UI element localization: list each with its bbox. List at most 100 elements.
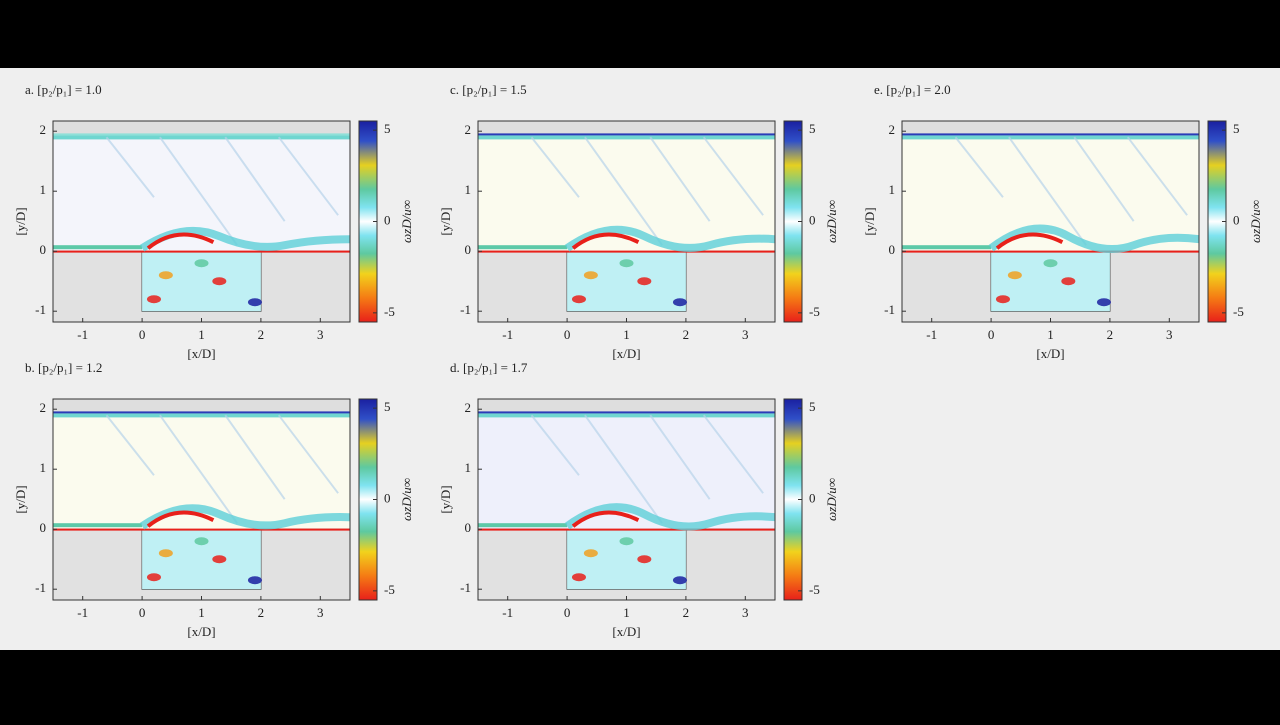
x-tick-label: 3 <box>317 327 324 342</box>
y-axis-label: [y/D] <box>438 207 453 235</box>
colorbar-tick-label: 5 <box>1233 121 1240 136</box>
vortex-blob <box>247 298 262 307</box>
y-axis-label: [y/D] <box>438 485 453 513</box>
x-axis-label: [x/D] <box>187 624 215 639</box>
colorbar-tick-label: -5 <box>809 304 820 319</box>
x-tick-label: 0 <box>988 327 995 342</box>
shock-line <box>159 414 238 524</box>
vortex-blob <box>619 259 634 268</box>
flow-field <box>53 399 350 600</box>
vortex-blob <box>158 549 173 558</box>
vortex-red <box>571 232 640 250</box>
shear-layer <box>478 245 568 250</box>
shock-line <box>702 414 764 494</box>
vortex-blob <box>1061 277 1076 286</box>
colorbar-tick-label: 5 <box>809 121 816 136</box>
colorbar-tick-label: 0 <box>384 490 391 505</box>
top-shear <box>53 413 350 418</box>
x-tick-label: 3 <box>1166 327 1173 342</box>
panel-label: a. [p₂/p₁] = 1.0 <box>25 82 102 97</box>
x-tick-label: 2 <box>1107 327 1114 342</box>
shock-line <box>1073 136 1135 222</box>
x-tick-label: 0 <box>564 605 571 620</box>
shock-line <box>159 136 238 246</box>
vortex-blob <box>637 555 652 564</box>
y-tick-label: -1 <box>35 580 46 595</box>
colorbar-tick-label: 5 <box>384 399 391 414</box>
colorbar-tick-label: 0 <box>1233 212 1240 227</box>
y-tick-label: -1 <box>460 302 471 317</box>
flow-field <box>53 121 350 322</box>
x-tick-label: 3 <box>317 605 324 620</box>
shock-line <box>530 414 580 476</box>
vortex-blob <box>571 295 586 304</box>
y-tick-label: 2 <box>465 400 472 415</box>
wall-layer <box>478 528 775 531</box>
y-axis-label: [y/D] <box>13 207 28 235</box>
x-tick-label: 0 <box>139 327 146 342</box>
x-tick-label: 0 <box>139 605 146 620</box>
x-tick-label: 2 <box>258 605 265 620</box>
colorbar-label: ωzD/u∞ <box>1248 200 1263 243</box>
x-axis-label: [x/D] <box>612 624 640 639</box>
x-tick-label: 0 <box>564 327 571 342</box>
colorbar-tick-label: -5 <box>809 582 820 597</box>
x-tick-label: -1 <box>77 605 88 620</box>
x-tick-label: -1 <box>502 327 513 342</box>
top-shear-edge <box>478 411 775 414</box>
shock-line <box>277 136 339 216</box>
shock-line <box>584 414 663 524</box>
x-axis-label: [x/D] <box>1036 346 1064 361</box>
shock-line <box>105 414 155 476</box>
shock-line <box>649 136 711 222</box>
y-tick-label: -1 <box>460 580 471 595</box>
colorbar-label: ωzD/u∞ <box>824 200 839 243</box>
x-tick-label: -1 <box>926 327 937 342</box>
vortex-blob <box>212 277 227 286</box>
panel-label: b. [p₂/p₁] = 1.2 <box>25 360 102 375</box>
vortex-blob <box>583 549 598 558</box>
x-tick-label: 1 <box>1047 327 1054 342</box>
y-tick-label: 0 <box>465 520 472 535</box>
vortex-blob <box>619 537 634 546</box>
vortex-red <box>995 232 1064 250</box>
shear-layer <box>902 245 992 250</box>
vortex-blob <box>158 271 173 280</box>
x-tick-label: 1 <box>623 327 630 342</box>
vortex-blob <box>194 259 209 268</box>
colorbar-tick-label: 5 <box>809 399 816 414</box>
wall-layer <box>478 250 775 253</box>
shock-line <box>649 414 711 500</box>
colorbar-tick-label: -5 <box>1233 304 1244 319</box>
x-tick-label: 1 <box>198 605 205 620</box>
x-tick-label: 2 <box>683 605 690 620</box>
shear-layer <box>53 245 143 250</box>
top-wall <box>902 121 1199 136</box>
y-tick-label: 0 <box>40 520 47 535</box>
vortex-blob <box>637 277 652 286</box>
panel-label: e. [p₂/p₁] = 2.0 <box>874 82 951 97</box>
x-tick-label: 3 <box>742 327 749 342</box>
flow-field <box>478 121 775 322</box>
vortex-red <box>146 510 215 528</box>
top-wall <box>53 121 350 136</box>
flow-field <box>902 121 1199 322</box>
panel-label: d. [p₂/p₁] = 1.7 <box>450 360 528 375</box>
y-tick-label: 0 <box>40 242 47 257</box>
colorbar-label: ωzD/u∞ <box>399 478 414 521</box>
wall-layer <box>902 250 1199 253</box>
shock-line <box>1008 136 1087 246</box>
vortex-blob <box>247 576 262 585</box>
y-tick-label: 2 <box>889 122 896 137</box>
x-axis-label: [x/D] <box>187 346 215 361</box>
shear-wave <box>564 503 775 531</box>
shear-wave <box>139 226 350 252</box>
y-tick-label: 2 <box>40 400 47 415</box>
y-tick-label: 2 <box>40 122 47 137</box>
colorbar-tick-label: 0 <box>384 212 391 227</box>
y-axis-label: [y/D] <box>13 485 28 513</box>
vortex-blob <box>672 576 687 585</box>
top-wall <box>478 121 775 136</box>
top-shear <box>53 135 350 140</box>
vortex-red <box>146 232 215 250</box>
